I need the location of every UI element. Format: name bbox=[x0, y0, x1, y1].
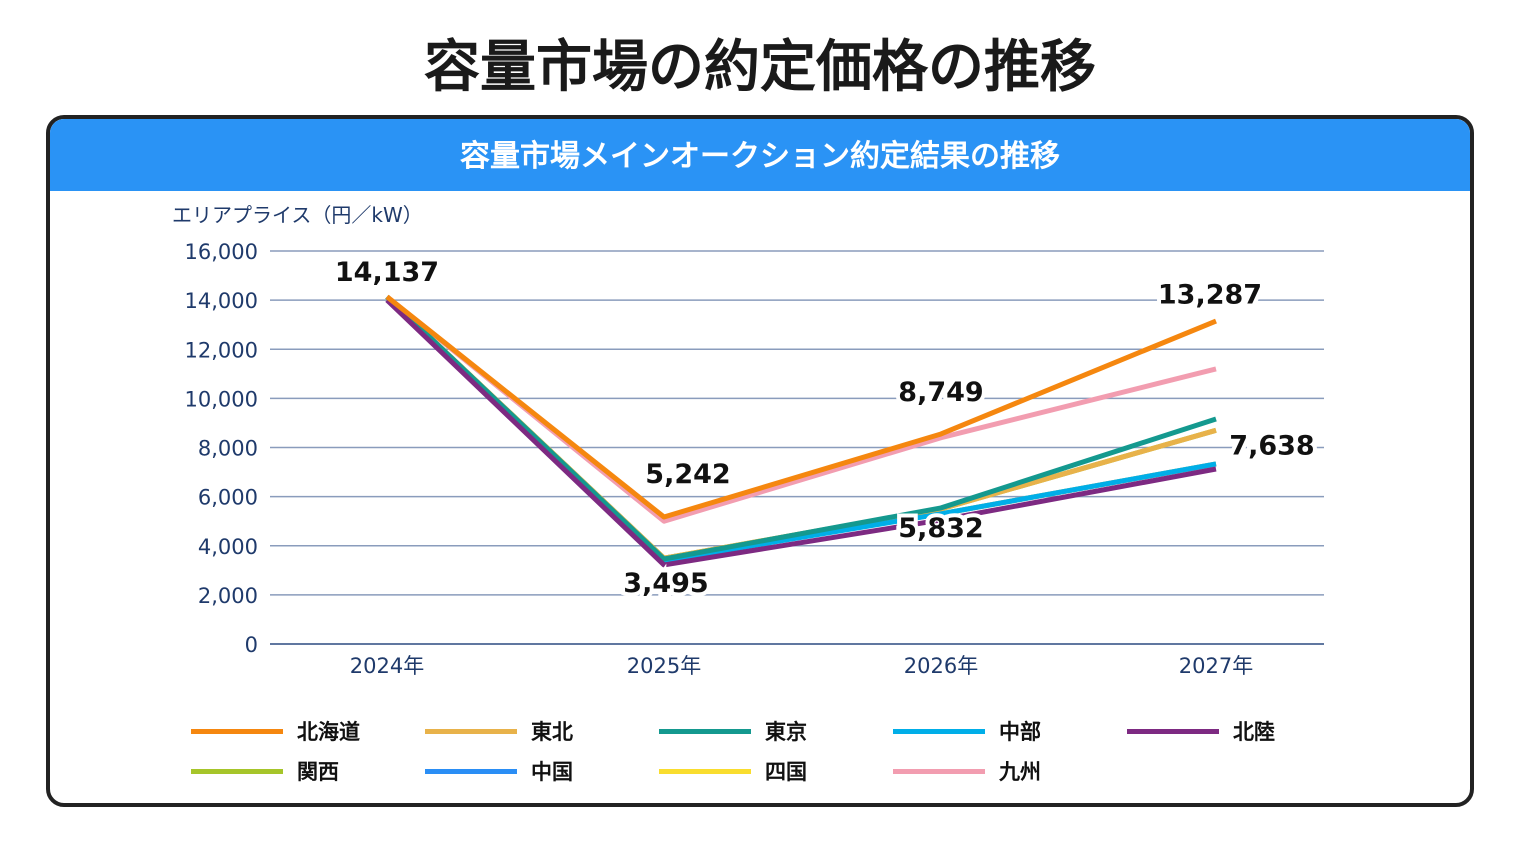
y-tick-label: 8,000 bbox=[198, 437, 258, 461]
legend-item: 四国 bbox=[659, 756, 807, 786]
legend-item: 関西 bbox=[191, 756, 339, 786]
legend-label: 東北 bbox=[531, 720, 573, 744]
legend-label: 中部 bbox=[999, 720, 1041, 744]
data-label: 5,832 bbox=[898, 513, 983, 544]
legend-swatch bbox=[425, 728, 517, 734]
legend-label: 九州 bbox=[999, 760, 1041, 784]
x-tick-label: 2024年 bbox=[350, 654, 424, 678]
legend-item: 中部 bbox=[893, 716, 1041, 746]
y-tick-label: 0 bbox=[245, 633, 258, 657]
data-label: 7,638 bbox=[1229, 430, 1314, 461]
y-tick-label: 12,000 bbox=[185, 338, 258, 362]
y-tick-label: 2,000 bbox=[198, 584, 258, 608]
series-line-関西 bbox=[385, 294, 1217, 561]
legend-item: 九州 bbox=[893, 756, 1041, 786]
series-line-東北 bbox=[385, 294, 1217, 561]
chart-title: 容量市場メインオークション約定結果の推移 bbox=[50, 119, 1470, 191]
series-line-中国 bbox=[385, 294, 1217, 561]
data-label: 3,495 bbox=[623, 568, 708, 599]
legend-swatch bbox=[893, 768, 985, 774]
legend-label: 関西 bbox=[297, 760, 339, 784]
legend-label: 北陸 bbox=[1233, 720, 1275, 744]
legend-item: 東北 bbox=[425, 716, 573, 746]
x-tick-label: 2025年 bbox=[627, 654, 701, 678]
y-tick-label: 6,000 bbox=[198, 486, 258, 510]
series-line-北海道 bbox=[385, 294, 1217, 520]
x-tick-label: 2026年 bbox=[904, 654, 978, 678]
legend-item: 北海道 bbox=[191, 716, 360, 746]
y-tick-label: 10,000 bbox=[185, 387, 258, 411]
series-line-北陸 bbox=[385, 298, 1217, 568]
legend-label: 北海道 bbox=[297, 720, 360, 744]
legend-item: 東京 bbox=[659, 716, 807, 746]
data-label: 5,242 bbox=[645, 459, 730, 490]
legend-swatch bbox=[1127, 728, 1219, 734]
y-axis-label: エリアプライス（円／kW） bbox=[172, 203, 423, 227]
legend-label: 中国 bbox=[531, 760, 573, 784]
x-tick-label: 2027年 bbox=[1179, 654, 1253, 678]
legend-swatch bbox=[659, 768, 751, 774]
legend-item: 中国 bbox=[425, 756, 573, 786]
legend-label: 四国 bbox=[765, 760, 807, 784]
data-label: 8,749 bbox=[898, 377, 983, 408]
y-tick-label: 16,000 bbox=[185, 240, 258, 264]
legend-swatch bbox=[191, 768, 283, 774]
y-tick-label: 4,000 bbox=[198, 535, 258, 559]
page-title: 容量市場の約定価格の推移 bbox=[424, 35, 1096, 100]
y-tick-label: 14,000 bbox=[185, 289, 258, 313]
legend-swatch bbox=[659, 728, 751, 734]
legend-label: 東京 bbox=[765, 720, 807, 744]
legend-item: 北陸 bbox=[1127, 716, 1275, 746]
legend-swatch bbox=[191, 728, 283, 734]
series-line-東京 bbox=[385, 294, 1217, 562]
legend-swatch bbox=[893, 728, 985, 734]
legend-swatch bbox=[425, 768, 517, 774]
data-label: 14,137 bbox=[335, 257, 439, 288]
data-label: 13,287 bbox=[1158, 280, 1262, 311]
series-line-四国 bbox=[385, 294, 1217, 561]
series-line-中部 bbox=[385, 294, 1217, 563]
chart-card: 容量市場メインオークション約定結果の推移 bbox=[46, 115, 1474, 807]
